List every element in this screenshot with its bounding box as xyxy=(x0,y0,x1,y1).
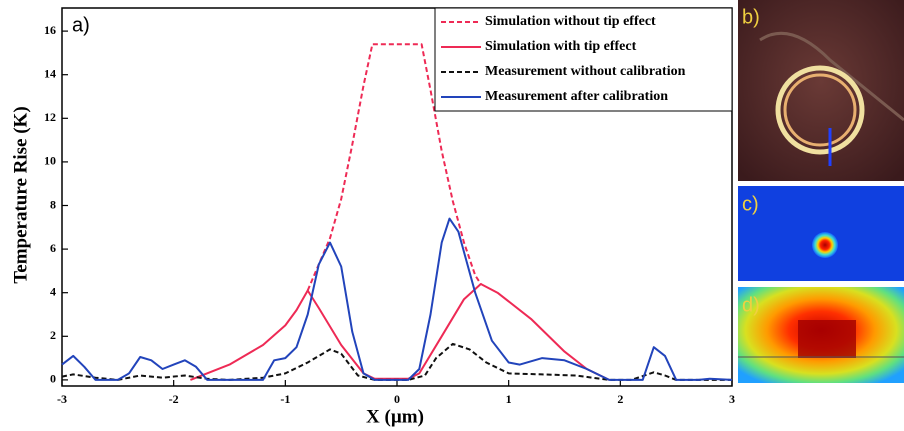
hot-spot xyxy=(812,232,838,258)
y-tick-label: 4 xyxy=(50,284,56,298)
legend-label: Simulation without tip effect xyxy=(485,14,656,29)
legend-label: Measurement without calibration xyxy=(485,64,686,79)
x-tick-label: 3 xyxy=(729,392,735,406)
ring-inner xyxy=(783,73,857,147)
y-tick-label: 0 xyxy=(50,372,56,386)
y-tick-label: 8 xyxy=(50,197,56,211)
panel-label: a) xyxy=(72,14,90,36)
waveguide xyxy=(759,31,904,122)
x-tick-label: 1 xyxy=(506,392,512,406)
y-tick-label: 16 xyxy=(44,23,56,37)
insets xyxy=(738,0,904,383)
x-tick-label: -2 xyxy=(169,392,179,406)
y-tick-label: 12 xyxy=(44,110,56,124)
y-tick-label: 10 xyxy=(44,154,56,168)
x-tick-label: 0 xyxy=(394,392,400,406)
series-line xyxy=(306,43,482,291)
series-line xyxy=(61,217,733,381)
y-tick-label: 6 xyxy=(50,241,56,255)
heater xyxy=(798,320,856,358)
x-tick-label: -1 xyxy=(280,392,290,406)
x-tick-label: 2 xyxy=(617,392,623,406)
legend-label: Simulation with tip effect xyxy=(485,39,637,54)
inset-label: d) xyxy=(742,294,760,316)
x-tick-label: -3 xyxy=(57,392,67,406)
x-axis-label: X (µm) xyxy=(366,406,424,427)
inset-label: c) xyxy=(742,193,759,215)
ring xyxy=(775,65,865,155)
inset-label: b) xyxy=(742,6,760,28)
legend-box xyxy=(434,7,733,112)
y-tick-label: 2 xyxy=(50,328,56,342)
legend-label: Measurement after calibration xyxy=(485,89,668,104)
series-line xyxy=(190,283,610,381)
y-tick-label: 14 xyxy=(44,66,56,80)
y-axis-label: Temperature Rise (K) xyxy=(10,106,31,283)
series-line xyxy=(61,342,732,381)
